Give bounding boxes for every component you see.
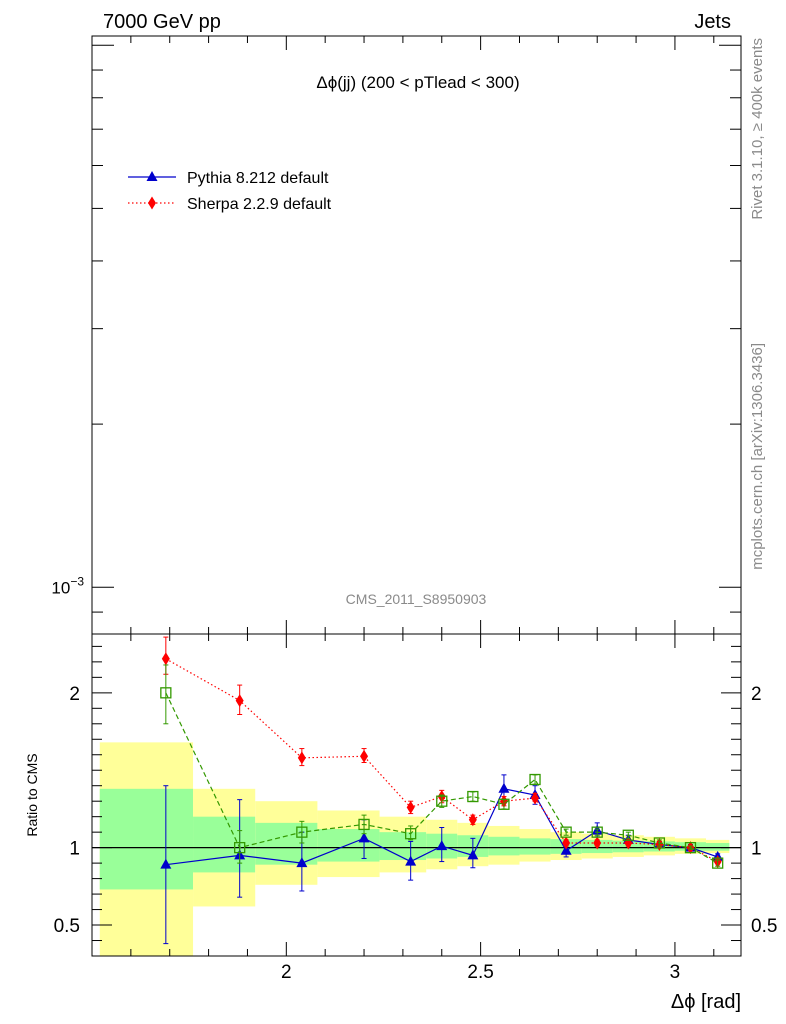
series-2 [160, 664, 724, 869]
data-point-triangle [160, 858, 172, 869]
series-line [165, 692, 718, 864]
mcplots-label: mcplots.cern.ch [arXiv:1306.3436] [749, 343, 766, 570]
main-panel: Δϕ(jj) (200 < pTlead < 300) CMS_2011_S89… [51, 35, 742, 635]
legend-label-pythia: Pythia 8.212 default [187, 170, 329, 187]
legend-entry-sherpa: Sherpa 2.2.9 default [128, 196, 332, 213]
data-point-square [405, 828, 417, 840]
ratio-y-label: Ratio to CMS [24, 753, 40, 836]
inner-band-bin [99, 788, 194, 890]
ratio-y-tick-label-right: 2 [751, 684, 762, 705]
data-point-square [296, 826, 308, 838]
legend: Pythia 8.212 default Sherpa 2.2.9 defaul… [128, 170, 332, 213]
data-point-triangle [498, 782, 510, 793]
ratio-y-tick-label-right: 0.5 [751, 916, 777, 937]
inner-band-bin [706, 842, 730, 851]
data-point-square [529, 773, 541, 786]
ratio-y-tick-label-right: 1 [751, 839, 762, 860]
x-tick-label: 2.5 [467, 962, 493, 983]
data-point-triangle [467, 849, 479, 860]
data-point-square [436, 795, 448, 807]
uncertainty-bands [99, 742, 730, 956]
data-point-square [653, 837, 666, 849]
inner-band-bin [317, 829, 380, 862]
data-point-triangle [405, 855, 417, 866]
data-point-triangle [358, 832, 370, 843]
data-point-diamond [593, 836, 602, 850]
data-point-square [591, 826, 603, 838]
main-y-ticks: 10−3 [51, 44, 741, 613]
rivet-label: Rivet 3.1.10, ≥ 400k events [749, 38, 766, 220]
data-point-triangle [560, 844, 572, 855]
data-point-square [358, 818, 370, 831]
chart-title: Δϕ(jj) (200 < pTlead < 300) [316, 73, 519, 92]
header-left: 7000 GeV pp [103, 11, 221, 33]
data-point-square [160, 687, 172, 699]
data-point-diamond [360, 749, 369, 763]
legend-marker-sherpa [148, 196, 156, 210]
ratio-panel-frame [91, 633, 742, 957]
data-point-diamond [468, 813, 477, 827]
data-point-diamond [562, 836, 571, 850]
data-point-diamond [531, 791, 540, 805]
x-tick-label: 3 [670, 962, 681, 983]
inner-band-bin [193, 816, 256, 873]
ratio-y-tick-label-left: 0.5 [54, 916, 80, 937]
data-point-square [712, 857, 724, 869]
ratio-y-tick-label-left: 2 [69, 684, 80, 705]
watermark: CMS_2011_S8950903 [346, 591, 487, 607]
inner-band-bin [519, 838, 551, 855]
header-right: Jets [694, 11, 731, 33]
series-layer [160, 636, 724, 945]
ratio-y-tick-label-left: 1 [69, 839, 80, 860]
x-tick-label: 2 [281, 962, 292, 983]
data-point-square [684, 841, 697, 854]
data-point-square [467, 790, 479, 803]
data-point-triangle [436, 840, 448, 851]
data-point-square [234, 841, 246, 854]
main-y-tick-base: 10 [51, 578, 70, 597]
data-point-diamond [235, 694, 244, 708]
main-y-tick-exponent: −3 [70, 574, 84, 588]
ratio-panel: 0.5 0.51 12 2 2 2.5 3 Ratio to CMS Δϕ [rad] [24, 36, 777, 1013]
data-point-diamond [161, 652, 170, 666]
x-ticks: 2 2.5 3 [91, 36, 715, 983]
data-point-square [498, 798, 510, 810]
data-point-diamond [406, 800, 415, 814]
main-panel-frame [91, 35, 742, 635]
data-point-diamond [297, 751, 306, 765]
inner-band-bin [488, 836, 520, 856]
legend-marker-pythia [146, 171, 158, 181]
legend-entry-pythia: Pythia 8.212 default [128, 170, 329, 187]
data-point-square [560, 826, 572, 838]
data-point-square [622, 829, 634, 841]
data-point-triangle [296, 857, 308, 868]
legend-label-sherpa: Sherpa 2.2.9 default [187, 196, 332, 213]
ratio-y-ticks: 0.5 0.5 1 1 2 2 [54, 645, 777, 957]
x-axis-label: Δϕ [rad] [671, 991, 741, 1013]
inner-band-bin [379, 832, 427, 861]
main-y-tick-label: 10−3 [51, 574, 84, 597]
